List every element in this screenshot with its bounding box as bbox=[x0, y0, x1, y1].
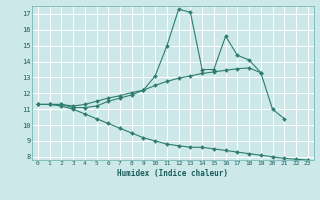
X-axis label: Humidex (Indice chaleur): Humidex (Indice chaleur) bbox=[117, 169, 228, 178]
